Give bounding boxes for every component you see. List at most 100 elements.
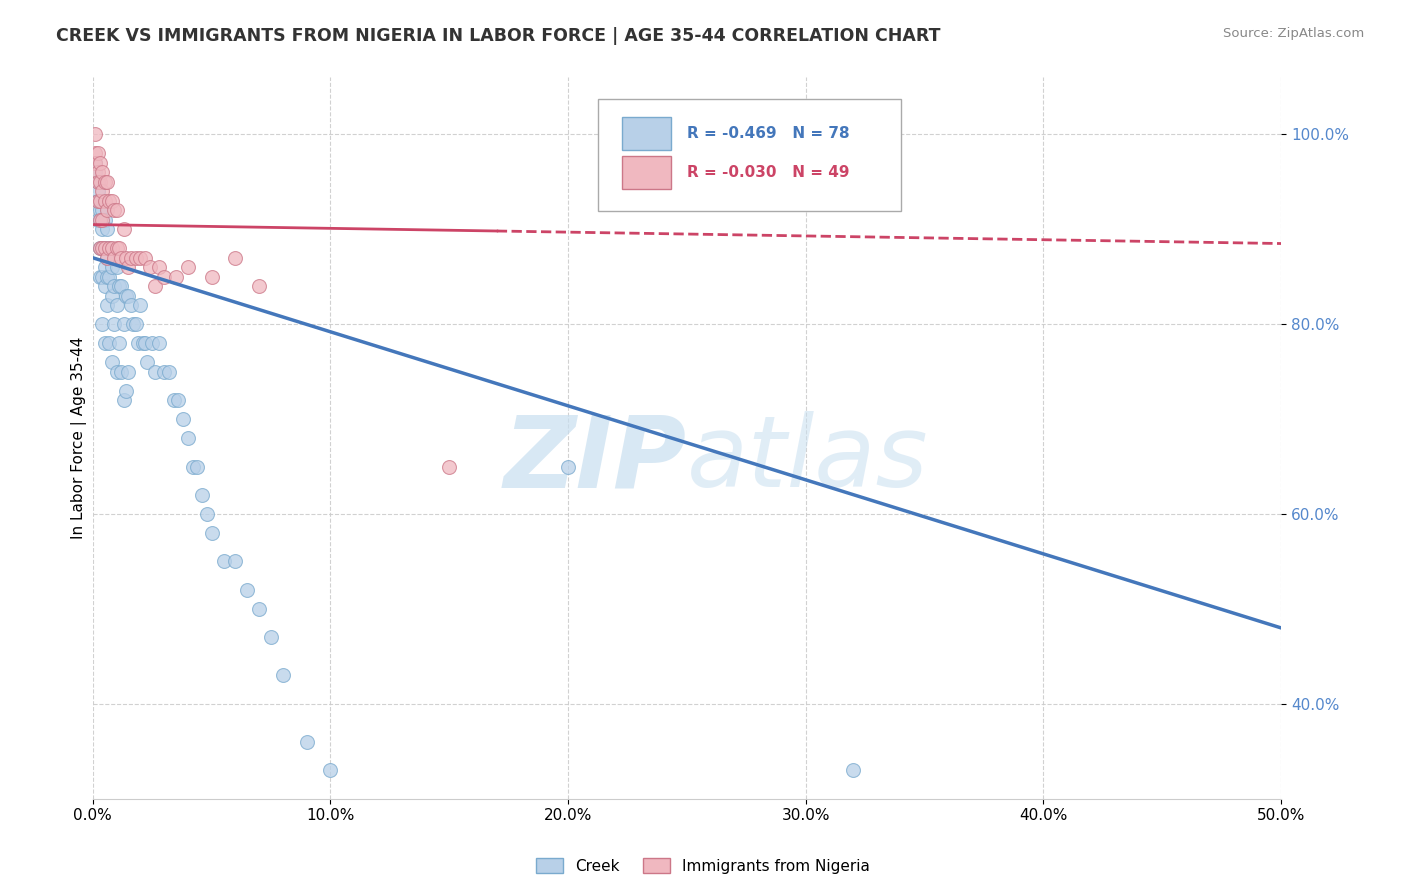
Point bbox=[101, 355, 124, 369]
Point bbox=[177, 260, 200, 275]
Point bbox=[86, 194, 108, 208]
Point bbox=[129, 251, 152, 265]
Point bbox=[108, 336, 131, 351]
Point bbox=[93, 279, 115, 293]
FancyBboxPatch shape bbox=[621, 117, 672, 150]
Point bbox=[91, 241, 114, 255]
Point bbox=[124, 317, 146, 331]
Point bbox=[117, 260, 139, 275]
Point bbox=[127, 336, 149, 351]
Point bbox=[89, 194, 111, 208]
Point bbox=[134, 336, 156, 351]
Text: ZIP: ZIP bbox=[503, 411, 688, 508]
Point bbox=[101, 241, 124, 255]
Point bbox=[110, 365, 132, 379]
Point bbox=[84, 156, 107, 170]
Point bbox=[167, 393, 190, 408]
Point bbox=[103, 203, 125, 218]
Point bbox=[96, 298, 118, 312]
Point bbox=[91, 212, 114, 227]
Point bbox=[89, 269, 111, 284]
Point bbox=[115, 384, 138, 398]
Point bbox=[98, 194, 121, 208]
Point bbox=[177, 431, 200, 445]
Point bbox=[84, 128, 107, 142]
Point bbox=[131, 336, 153, 351]
Point bbox=[89, 194, 111, 208]
Point bbox=[112, 222, 135, 236]
Point bbox=[148, 260, 170, 275]
Point bbox=[120, 251, 142, 265]
Point bbox=[162, 393, 184, 408]
Point bbox=[98, 269, 121, 284]
Point bbox=[143, 279, 166, 293]
Point bbox=[91, 317, 114, 331]
Point bbox=[115, 289, 138, 303]
Point bbox=[84, 165, 107, 179]
Point bbox=[165, 269, 187, 284]
Point bbox=[98, 241, 121, 255]
Point bbox=[98, 336, 121, 351]
Point bbox=[89, 241, 111, 255]
Legend: Creek, Immigrants from Nigeria: Creek, Immigrants from Nigeria bbox=[530, 852, 876, 880]
Point bbox=[117, 365, 139, 379]
Point bbox=[101, 260, 124, 275]
Point bbox=[224, 251, 246, 265]
Point bbox=[86, 212, 108, 227]
Point bbox=[319, 764, 342, 778]
Point bbox=[89, 241, 111, 255]
Text: R = -0.030   N = 49: R = -0.030 N = 49 bbox=[688, 165, 849, 180]
Point bbox=[172, 412, 194, 426]
Point bbox=[103, 317, 125, 331]
Point bbox=[91, 222, 114, 236]
Point bbox=[91, 184, 114, 198]
Point bbox=[103, 251, 125, 265]
Point bbox=[260, 631, 283, 645]
Point bbox=[112, 393, 135, 408]
Point bbox=[136, 355, 159, 369]
Point bbox=[224, 554, 246, 568]
Point bbox=[129, 298, 152, 312]
Point bbox=[96, 203, 118, 218]
Point bbox=[143, 365, 166, 379]
Point bbox=[124, 251, 146, 265]
Point bbox=[96, 251, 118, 265]
Point bbox=[186, 459, 208, 474]
Point bbox=[201, 269, 224, 284]
Point bbox=[181, 459, 204, 474]
Point bbox=[148, 336, 170, 351]
Point bbox=[842, 764, 865, 778]
FancyBboxPatch shape bbox=[621, 156, 672, 189]
Point bbox=[86, 184, 108, 198]
Point bbox=[157, 365, 180, 379]
Point bbox=[89, 203, 111, 218]
Point bbox=[134, 251, 156, 265]
Point bbox=[93, 241, 115, 255]
Point bbox=[122, 317, 145, 331]
Point bbox=[84, 156, 107, 170]
Point bbox=[86, 165, 108, 179]
Point bbox=[96, 251, 118, 265]
Point bbox=[153, 269, 176, 284]
Point bbox=[110, 279, 132, 293]
Point bbox=[105, 241, 128, 255]
Point bbox=[86, 146, 108, 161]
Point bbox=[93, 336, 115, 351]
Point bbox=[93, 194, 115, 208]
Y-axis label: In Labor Force | Age 35-44: In Labor Force | Age 35-44 bbox=[72, 337, 87, 540]
Point bbox=[153, 365, 176, 379]
Point bbox=[91, 269, 114, 284]
Point bbox=[89, 212, 111, 227]
Point bbox=[86, 194, 108, 208]
Point bbox=[101, 289, 124, 303]
Text: R = -0.469   N = 78: R = -0.469 N = 78 bbox=[688, 126, 849, 141]
Point bbox=[105, 260, 128, 275]
Point bbox=[103, 279, 125, 293]
Point bbox=[101, 194, 124, 208]
Point bbox=[201, 526, 224, 541]
Point bbox=[117, 289, 139, 303]
Point bbox=[112, 317, 135, 331]
Point bbox=[89, 212, 111, 227]
Point bbox=[86, 175, 108, 189]
Point bbox=[96, 175, 118, 189]
